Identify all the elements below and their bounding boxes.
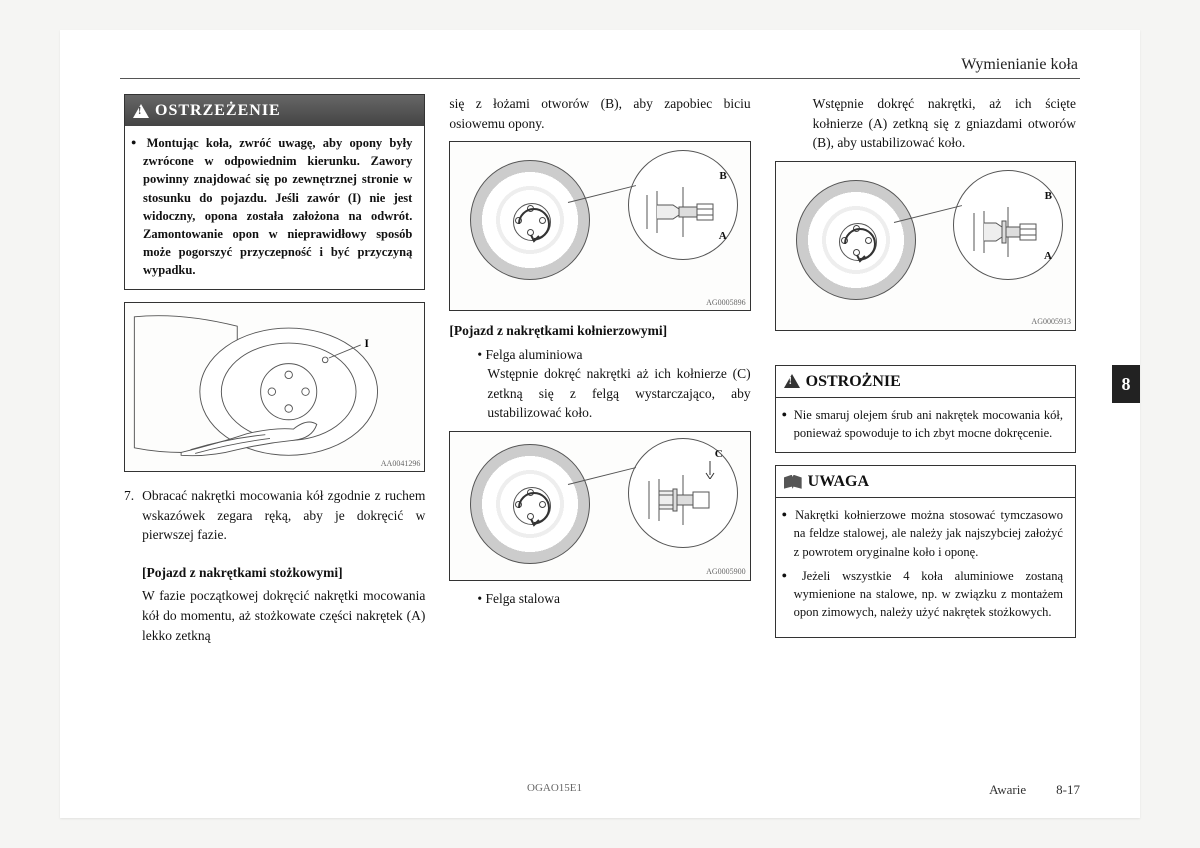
- wheel-diagram: [796, 180, 916, 300]
- figure-hand: I AA0041296: [124, 302, 425, 472]
- svg-text:I: I: [364, 338, 368, 350]
- note-box: UWAGA Nakrętki kołnierzowe można stosowa…: [775, 465, 1076, 638]
- page-footer: OGAO15E1 Awarie 8-17: [120, 782, 1080, 798]
- column-1: OSTRZEŻENIE Montując koła, zwróć uwagę, …: [124, 94, 425, 778]
- col2-top-text: się z łożami otworów (B), aby zapobiec b…: [449, 94, 750, 133]
- callout-ab2: B A: [953, 170, 1063, 280]
- callout-c: C: [628, 438, 738, 548]
- wheel-diagram: [470, 160, 590, 280]
- warning-box: OSTRZEŻENIE Montując koła, zwróć uwagę, …: [124, 94, 425, 290]
- figure-code: AG0005913: [1031, 316, 1071, 328]
- conical-text: W fazie początkowej dokręcić nakrętki mo…: [142, 586, 425, 645]
- figure-code: AG0005900: [706, 566, 746, 578]
- subheading-conical: [Pojazd z nakrętkami stożkowymi]: [142, 563, 425, 583]
- caution-header: OSTROŻNIE: [776, 366, 1075, 398]
- note-item-1: Nakrętki kołnierzowe można stosować tymc…: [794, 506, 1063, 560]
- column-3: Wstępnie dokręć nakrętki, aż ich ścięte …: [775, 94, 1076, 778]
- caution-label: OSTROŻNIE: [806, 370, 901, 393]
- warning-label: OSTRZEŻENIE: [155, 99, 281, 122]
- warning-header: OSTRZEŻENIE: [125, 95, 424, 126]
- figure-ab: B A AG0005896: [449, 141, 750, 311]
- col3-top-text: Wstępnie dokręć nakrętki, aż ich ścięte …: [813, 94, 1076, 153]
- subheading-flange: [Pojazd z nakrętkami kołnierzowymi]: [449, 321, 750, 341]
- caution-box: OSTROŻNIE Nie smaruj olejem śrub ani nak…: [775, 365, 1076, 453]
- caution-icon: [784, 374, 800, 388]
- header-rule: [120, 78, 1080, 79]
- warning-icon: [133, 104, 149, 118]
- label-b: B: [1045, 189, 1052, 205]
- note-header: UWAGA: [776, 466, 1075, 498]
- caution-text: Nie smaruj olejem śrub ani nakrętek moco…: [794, 406, 1063, 442]
- figure-code: AG0005896: [706, 297, 746, 309]
- footer-section: Awarie: [989, 782, 1026, 798]
- warning-text: Montując koła, zwróć uwagę, aby opony by…: [143, 134, 412, 279]
- bullet-aluminum: Felga aluminiowa: [477, 345, 750, 365]
- column-2: się z łożami otworów (B), aby zapobiec b…: [449, 94, 750, 778]
- figure-ab2: B A AG0005913: [775, 161, 1076, 331]
- note-item-2: Jeżeli wszystkie 4 koła aluminiowe zosta…: [794, 567, 1063, 621]
- footer-page: 8-17: [1056, 782, 1080, 798]
- bullet-steel: Felga stalowa: [477, 589, 750, 609]
- flange-text: Wstępnie dokręć nakrętki aż ich kołnierz…: [487, 364, 750, 423]
- wheel-diagram: [470, 444, 590, 564]
- figure-code: AA0041296: [381, 458, 421, 470]
- label-b: B: [719, 169, 726, 185]
- book-icon: [784, 475, 802, 489]
- label-a: A: [1044, 249, 1052, 265]
- label-a: A: [719, 229, 727, 245]
- page-title: Wymienianie koła: [961, 56, 1078, 74]
- callout-ab: B A: [628, 150, 738, 260]
- label-c: C: [715, 447, 723, 463]
- step-text: Obracać nakrętki mocowania kół zgodnie z…: [142, 486, 425, 545]
- step-number: 7.: [124, 486, 134, 553]
- doc-code: OGAO15E1: [120, 782, 989, 798]
- section-tab: 8: [1112, 365, 1140, 403]
- figure-c: C AG0005900: [449, 431, 750, 581]
- note-label: UWAGA: [808, 470, 869, 493]
